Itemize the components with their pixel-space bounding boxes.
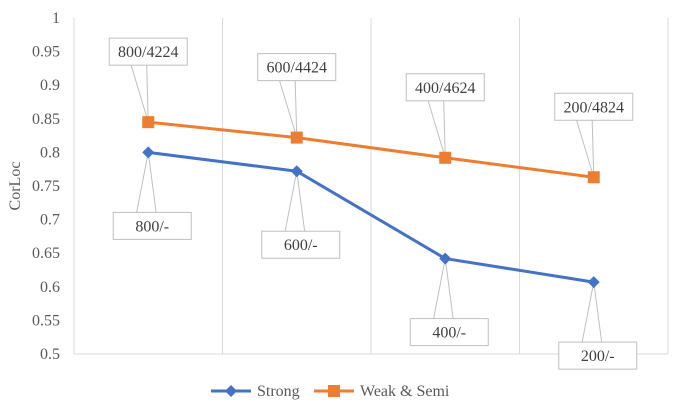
data-point-square xyxy=(587,171,600,184)
data-label-text: 600/4424 xyxy=(267,60,327,77)
data-label-leader xyxy=(427,100,446,158)
data-label-leader xyxy=(279,80,298,138)
legend-entry-weak-semi: Weak & Semi xyxy=(314,383,450,400)
data-label-text: 400/4624 xyxy=(415,80,475,97)
data-point-square xyxy=(290,131,303,144)
legend-marker-weak-semi xyxy=(328,385,340,397)
data-label-box xyxy=(409,318,489,347)
series-weak-semi xyxy=(142,116,600,184)
data-label-text: 600/- xyxy=(284,237,318,254)
data-point-diamond xyxy=(290,165,303,178)
data-label: 600/- xyxy=(261,171,341,259)
series-lines xyxy=(142,116,600,289)
data-label-text: 400/- xyxy=(432,325,466,342)
data-label: 200/- xyxy=(558,282,638,370)
data-label: 800/- xyxy=(112,152,192,240)
data-label-leader xyxy=(284,171,306,232)
series-strong xyxy=(142,146,600,289)
data-label-box xyxy=(257,53,337,82)
y-tick-label: 1 xyxy=(52,10,60,27)
data-label-callouts: 800/- 600/- 400/- 200/- 800/4224 600/4424 400/… xyxy=(108,37,638,370)
data-point-diamond xyxy=(439,252,452,265)
y-tick-label: 0.9 xyxy=(40,77,60,94)
data-label-leader xyxy=(130,65,149,123)
data-label-box xyxy=(112,211,192,240)
data-label-box xyxy=(261,230,341,259)
data-label: 400/- xyxy=(409,258,489,347)
data-label-leader xyxy=(433,258,454,319)
legend-marker-strong xyxy=(225,385,237,397)
y-tick-label: 0.65 xyxy=(32,245,60,262)
data-label-box xyxy=(108,37,188,66)
data-point-square xyxy=(142,116,155,129)
data-label-text: 200/- xyxy=(581,348,615,365)
data-point-square xyxy=(439,151,452,164)
series-line xyxy=(148,150,594,284)
y-axis-label: CorLoc xyxy=(7,162,24,211)
data-label-leader xyxy=(136,152,157,213)
legend: Strong Weak & Semi xyxy=(211,383,450,400)
y-tick-label: 0.55 xyxy=(32,312,60,329)
data-point-diamond xyxy=(142,146,155,159)
y-tick-label: 0.8 xyxy=(40,144,60,161)
series-line xyxy=(148,120,594,179)
data-label-text: 800/- xyxy=(135,218,169,235)
y-tick-label: 0.75 xyxy=(32,178,60,195)
y-tick-label: 0.5 xyxy=(40,346,60,363)
plot-grid xyxy=(73,18,669,355)
data-point-diamond xyxy=(587,276,600,289)
data-label: 200/4824 xyxy=(554,92,634,178)
data-label: 800/4224 xyxy=(108,37,188,123)
y-tick-label: 0.95 xyxy=(32,44,60,61)
y-tick-label: 0.6 xyxy=(40,279,60,296)
data-label-box xyxy=(405,73,485,102)
legend-entry-strong: Strong xyxy=(211,383,300,400)
data-label-box xyxy=(558,341,638,370)
data-label: 600/4424 xyxy=(257,53,337,138)
data-label-text: 800/4224 xyxy=(118,44,178,61)
data-label-box xyxy=(554,92,634,121)
y-axis: 0.5 0.55 0.6 0.65 0.7 0.75 0.8 0.85 0.9 0.95 1 xyxy=(32,10,60,363)
y-tick-label: 0.85 xyxy=(32,111,60,128)
data-label: 400/4624 xyxy=(405,73,485,158)
data-label-leader xyxy=(581,282,603,343)
legend-label-strong: Strong xyxy=(257,383,300,400)
legend-label-weak-semi: Weak & Semi xyxy=(360,383,450,400)
y-tick-label: 0.7 xyxy=(40,212,60,229)
data-label-leader xyxy=(576,120,595,178)
data-label-text: 200/4824 xyxy=(564,99,624,116)
